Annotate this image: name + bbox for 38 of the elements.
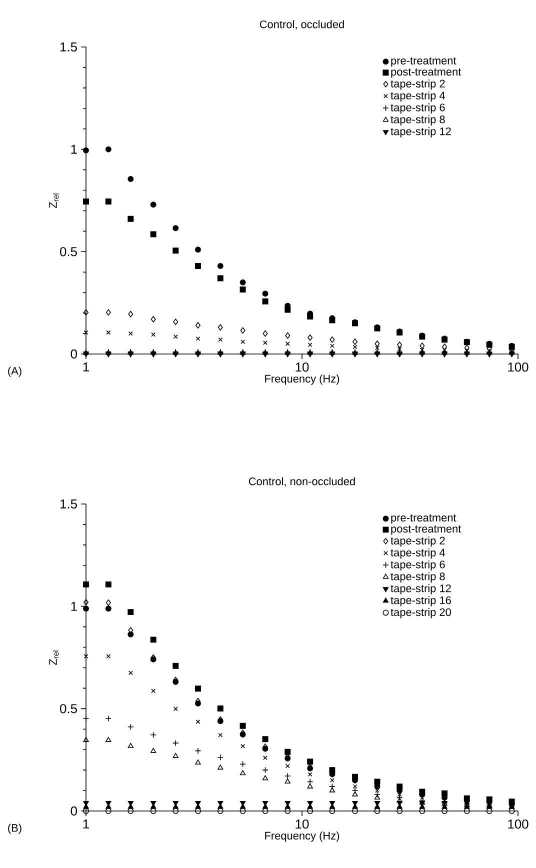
legend-label: post-treatment — [391, 525, 462, 535]
x-tick-label: 1 — [83, 820, 89, 828]
x-tick-label: 10 — [296, 819, 309, 829]
legend-label: tape-strip 12 — [390, 584, 451, 594]
chart-title: Control, occluded — [260, 20, 344, 30]
legend-label: tape-strip 8 — [390, 115, 445, 126]
y-tick-label: 0.5 — [60, 704, 77, 714]
x-tick-label: 10 — [296, 362, 309, 372]
legend-label: pre-treatment — [391, 514, 456, 524]
text: (B) — [8, 824, 22, 834]
x-axis-title: Frequency (Hz) — [265, 832, 340, 842]
legend-label: tape-strip 2 — [390, 536, 445, 547]
legend-label: pre-treatment — [391, 57, 456, 67]
y-tick-label: 0 — [70, 349, 78, 359]
y-tick-label: 0.5 — [60, 247, 77, 256]
legend-label: tape-strip 4 — [390, 548, 445, 559]
y-axis-title: Z$_{rel}$ — [49, 194, 59, 208]
legend-label: tape-strip 16 — [390, 596, 451, 606]
legend-label: tape-strip 4 — [390, 91, 445, 102]
x-tick-label: 1 — [83, 362, 89, 372]
text: (A) — [8, 366, 22, 377]
legend-label: tape-strip 20 — [390, 608, 451, 618]
legend-label: tape-strip 12 — [390, 127, 451, 138]
y-axis-title: Z$_{rel}$ — [49, 650, 59, 666]
x-tick-label: 100 — [508, 819, 528, 829]
x-tick-label: 100 — [508, 362, 528, 372]
legend-label: tape-strip 8 — [390, 572, 445, 582]
legend-label: tape-strip 2 — [390, 79, 445, 90]
x-axis-title: Frequency (Hz) — [265, 374, 340, 385]
y-tick-label: 1.5 — [60, 499, 77, 509]
legend-label: post-treatment — [391, 68, 462, 78]
y-tick-label: 0 — [70, 806, 78, 816]
legend-label: tape-strip 6 — [390, 560, 445, 571]
y-tick-label: 1 — [71, 602, 77, 611]
y-tick-label: 1.5 — [60, 42, 77, 52]
legend-label: tape-strip 6 — [390, 103, 445, 114]
y-tick-label: 1 — [71, 144, 77, 154]
chart-title: Control, non-occluded — [248, 477, 355, 487]
